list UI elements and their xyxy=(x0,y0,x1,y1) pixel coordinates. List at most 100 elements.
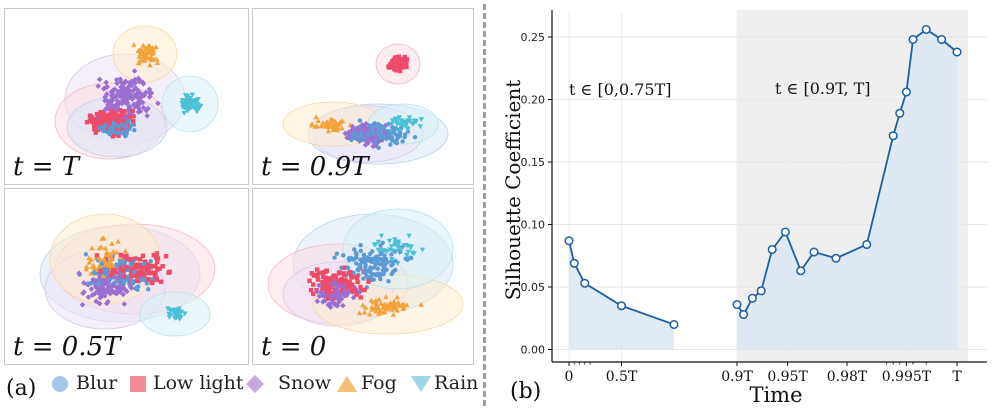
scatter-point xyxy=(324,119,330,125)
scatter-point xyxy=(372,265,377,270)
scatter-point xyxy=(148,57,155,62)
scatter-point xyxy=(105,101,111,108)
scatter-point xyxy=(146,94,153,100)
scatter-point xyxy=(351,288,356,293)
scatter-point xyxy=(148,258,153,264)
scatter-point xyxy=(140,253,146,258)
scatter-point xyxy=(103,271,108,277)
data-point xyxy=(809,247,819,257)
square-icon xyxy=(130,376,146,392)
scatter-point xyxy=(378,300,384,306)
scatter-point xyxy=(133,256,138,261)
cluster-points xyxy=(309,54,425,151)
scatter-point xyxy=(120,129,126,135)
scatter-point xyxy=(341,272,347,278)
scatter-point xyxy=(393,258,398,264)
cluster-points xyxy=(307,233,426,317)
scatter-point xyxy=(138,273,143,278)
scatter-point xyxy=(136,78,143,85)
scatter-point xyxy=(380,240,385,245)
scatter-point xyxy=(358,248,363,253)
scatter-point xyxy=(369,306,375,312)
scatter-point xyxy=(375,138,382,144)
x-tick-label: 0.98T xyxy=(827,369,868,385)
scatter-point xyxy=(408,245,414,251)
scatter-point xyxy=(375,266,381,271)
scatter-point xyxy=(86,259,93,265)
scatter-point xyxy=(368,267,373,272)
scatter-point xyxy=(134,285,139,290)
scatter-point xyxy=(398,59,404,65)
scatter-point xyxy=(144,113,150,119)
scatter-point xyxy=(167,269,172,275)
scatter-point xyxy=(96,76,103,83)
scatter-point xyxy=(339,276,344,282)
scatter-point xyxy=(318,123,325,128)
scatter-point xyxy=(126,79,133,86)
scatter-point xyxy=(406,233,412,239)
scatter-point xyxy=(389,257,395,262)
scatter-point xyxy=(105,125,111,131)
scatter-point xyxy=(388,244,395,250)
scatter-point xyxy=(402,64,408,69)
scatter-point xyxy=(396,63,402,68)
scatter-point xyxy=(370,143,376,150)
scatter-point xyxy=(313,114,319,120)
scatter-point xyxy=(124,264,129,270)
diamond-icon xyxy=(246,375,264,393)
scatter-point xyxy=(367,258,372,263)
scatter-point xyxy=(109,98,115,104)
scatter-point xyxy=(380,132,385,137)
scatter-point xyxy=(123,97,130,103)
scatter-point xyxy=(352,247,357,252)
scatter-point xyxy=(93,266,99,272)
x-tick-label: 0.95T xyxy=(767,369,808,385)
scatter-point xyxy=(135,271,141,276)
scatter-point xyxy=(115,118,120,123)
scatter-point xyxy=(361,309,368,315)
scatter-point xyxy=(97,294,104,301)
scatter-point xyxy=(371,242,378,248)
scatter-point xyxy=(394,57,399,63)
scatter-point xyxy=(397,122,403,128)
data-point xyxy=(756,286,766,296)
scatter-point xyxy=(149,271,154,276)
scatter-point xyxy=(113,284,120,290)
scatter-point xyxy=(395,135,401,140)
scatter-point xyxy=(397,130,403,136)
divider xyxy=(483,4,486,406)
embedding-panel-t-0.5T: t = 0.5T xyxy=(4,188,249,365)
scatter-point xyxy=(99,118,104,123)
scatter-point xyxy=(391,125,397,130)
scatter-point xyxy=(103,257,109,262)
scatter-point xyxy=(105,117,110,122)
scatter-point xyxy=(360,302,366,308)
scatter-point xyxy=(101,128,106,134)
scatter-point xyxy=(93,130,98,135)
scatter-point xyxy=(140,42,146,48)
scatter-point xyxy=(383,306,389,312)
scatter-point xyxy=(310,291,316,297)
scatter-point xyxy=(150,280,155,285)
scatter-point xyxy=(378,276,383,282)
scatter-point xyxy=(149,51,155,56)
scatter-point xyxy=(335,125,341,131)
data-point xyxy=(901,87,911,97)
y-tick-label: 0.10 xyxy=(521,219,546,232)
data-point xyxy=(569,258,579,268)
scatter-point xyxy=(111,114,117,119)
scatter-point xyxy=(97,281,102,286)
scatter-point xyxy=(130,108,135,114)
panel-label: t = 0.9T xyxy=(261,152,369,182)
scatter-point xyxy=(154,251,160,256)
scatter-point xyxy=(349,137,354,143)
scatter-point xyxy=(331,273,336,279)
scatter-point xyxy=(332,288,337,293)
scatter-point xyxy=(146,277,151,283)
scatter-point xyxy=(135,262,141,267)
scatter-point xyxy=(366,279,371,284)
scatter-point xyxy=(110,134,116,139)
data-point xyxy=(921,24,931,35)
triangle-down-icon xyxy=(411,376,431,392)
scatter-point xyxy=(386,122,391,127)
